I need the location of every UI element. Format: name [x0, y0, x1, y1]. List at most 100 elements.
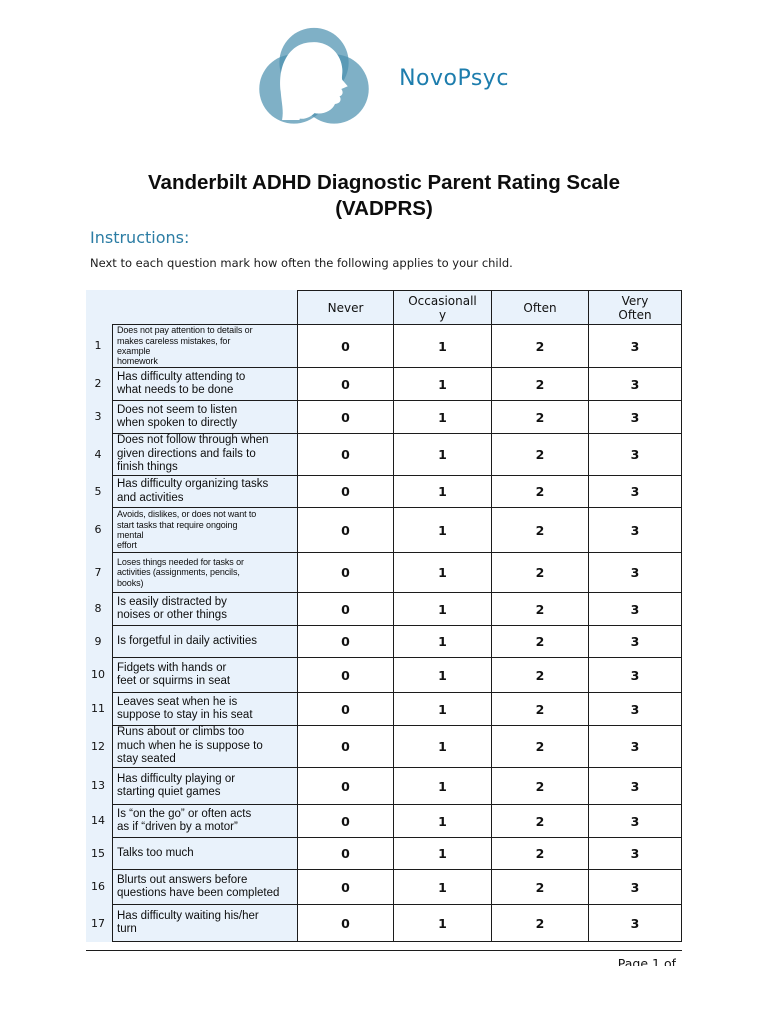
rating-cell[interactable]: 1	[393, 725, 491, 767]
rating-cell[interactable]: 2	[491, 904, 588, 942]
rating-cell[interactable]: 1	[393, 552, 491, 592]
rating-cell[interactable]: 2	[491, 625, 588, 657]
rating-cell[interactable]: 2	[491, 367, 588, 400]
novopsyc-head-logo-icon	[259, 27, 369, 124]
rating-cell[interactable]: 2	[491, 507, 588, 552]
logo-header: NovoPsyc	[0, 0, 768, 130]
rating-cell[interactable]: 0	[297, 367, 393, 400]
row-number: 13	[86, 767, 112, 804]
row-number: 8	[86, 592, 112, 625]
rating-cell[interactable]: 0	[297, 869, 393, 904]
question-text: Avoids, dislikes, or does not want to st…	[112, 507, 297, 552]
rating-cell[interactable]: 2	[491, 400, 588, 433]
rating-cell[interactable]: 2	[491, 324, 588, 367]
rating-cell[interactable]: 3	[588, 692, 682, 725]
question-text: Blurts out answers before questions have…	[112, 869, 297, 904]
rating-cell[interactable]: 0	[297, 475, 393, 507]
question-text: Does not seem to listen when spoken to d…	[112, 400, 297, 433]
rating-cell[interactable]: 1	[393, 837, 491, 869]
rating-cell[interactable]: 2	[491, 657, 588, 692]
rating-cell[interactable]: 1	[393, 692, 491, 725]
rating-cell[interactable]: 2	[491, 725, 588, 767]
question-text: Leaves seat when he is suppose to stay i…	[112, 692, 297, 725]
question-text: Has difficulty attending to what needs t…	[112, 367, 297, 400]
question-text: Does not follow through when given direc…	[112, 433, 297, 475]
rating-cell[interactable]: 0	[297, 904, 393, 942]
rating-cell[interactable]: 1	[393, 625, 491, 657]
column-header: Occasionall y	[393, 290, 491, 324]
rating-cell[interactable]: 0	[297, 400, 393, 433]
rating-cell[interactable]: 3	[588, 592, 682, 625]
brand-name: NovoPsyc	[399, 65, 509, 91]
rating-cell[interactable]: 3	[588, 433, 682, 475]
rating-cell[interactable]: 3	[588, 904, 682, 942]
column-header: Often	[491, 290, 588, 324]
rating-cell[interactable]: 2	[491, 592, 588, 625]
rating-cell[interactable]: 3	[588, 475, 682, 507]
rating-cell[interactable]: 0	[297, 507, 393, 552]
column-header: Never	[297, 290, 393, 324]
rating-cell[interactable]: 1	[393, 592, 491, 625]
rating-cell[interactable]: 1	[393, 869, 491, 904]
rating-cell[interactable]: 0	[297, 804, 393, 837]
question-text: Loses things needed for tasks or activit…	[112, 552, 297, 592]
rating-cell[interactable]: 3	[588, 767, 682, 804]
rating-cell[interactable]: 2	[491, 433, 588, 475]
rating-cell[interactable]: 1	[393, 324, 491, 367]
rating-cell[interactable]: 2	[491, 475, 588, 507]
rating-cell[interactable]: 2	[491, 552, 588, 592]
rating-cell[interactable]: 0	[297, 767, 393, 804]
rating-cell[interactable]: 3	[588, 400, 682, 433]
rating-cell[interactable]: 1	[393, 804, 491, 837]
rating-cell[interactable]: 1	[393, 367, 491, 400]
rating-cell[interactable]: 1	[393, 507, 491, 552]
column-header: Very Often	[588, 290, 682, 324]
rating-cell[interactable]: 1	[393, 904, 491, 942]
rating-cell[interactable]: 3	[588, 324, 682, 367]
row-number: 16	[86, 869, 112, 904]
rating-cell[interactable]: 0	[297, 837, 393, 869]
rating-cell[interactable]: 3	[588, 804, 682, 837]
rating-cell[interactable]: 0	[297, 625, 393, 657]
rating-cell[interactable]: 3	[588, 625, 682, 657]
rating-cell[interactable]: 0	[297, 324, 393, 367]
rating-cell[interactable]: 2	[491, 837, 588, 869]
rating-cell[interactable]: 2	[491, 692, 588, 725]
rating-cell[interactable]: 1	[393, 433, 491, 475]
head-profile-silhouette	[280, 42, 348, 120]
rating-cell[interactable]: 3	[588, 837, 682, 869]
rating-cell[interactable]: 1	[393, 400, 491, 433]
question-text: Has difficulty organizing tasks and acti…	[112, 475, 297, 507]
rating-cell[interactable]: 0	[297, 592, 393, 625]
rating-cell[interactable]: 1	[393, 657, 491, 692]
row-number: 10	[86, 657, 112, 692]
rating-cell[interactable]: 0	[297, 657, 393, 692]
row-number: 6	[86, 507, 112, 552]
rating-cell[interactable]: 3	[588, 657, 682, 692]
rating-cell[interactable]: 3	[588, 869, 682, 904]
rating-cell[interactable]: 0	[297, 692, 393, 725]
rating-cell[interactable]: 0	[297, 433, 393, 475]
row-number: 15	[86, 837, 112, 869]
row-number: 11	[86, 692, 112, 725]
rating-cell[interactable]: 3	[588, 507, 682, 552]
row-number: 2	[86, 367, 112, 400]
question-text: Talks too much	[112, 837, 297, 869]
question-text: Runs about or climbs too much when he is…	[112, 725, 297, 767]
rating-cell[interactable]: 3	[588, 552, 682, 592]
rating-cell[interactable]: 1	[393, 767, 491, 804]
page-title: Vanderbilt ADHD Diagnostic Parent Rating…	[148, 171, 620, 220]
rating-cell[interactable]: 2	[491, 767, 588, 804]
rating-cell[interactable]: 2	[491, 869, 588, 904]
row-number: 9	[86, 625, 112, 657]
rating-cell[interactable]: 3	[588, 367, 682, 400]
rating-cell[interactable]: 3	[588, 725, 682, 767]
question-text: Is “on the go” or often acts as if “driv…	[112, 804, 297, 837]
instructions-heading: Instructions:	[90, 228, 190, 247]
rating-cell[interactable]: 0	[297, 552, 393, 592]
row-number: 3	[86, 400, 112, 433]
rating-cell[interactable]: 0	[297, 725, 393, 767]
rating-cell[interactable]: 1	[393, 475, 491, 507]
rating-cell[interactable]: 2	[491, 804, 588, 837]
